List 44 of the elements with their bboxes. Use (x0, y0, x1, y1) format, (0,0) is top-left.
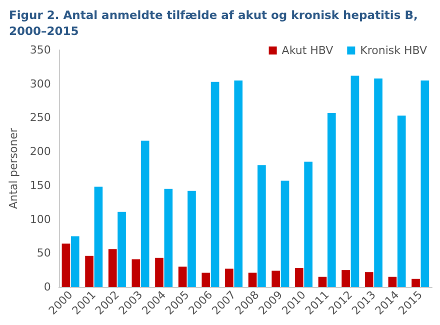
bar (420, 80, 430, 287)
y-tick-label: 250 (30, 111, 51, 124)
bar (388, 276, 397, 287)
bar (234, 80, 243, 287)
bar (350, 76, 360, 287)
bar (118, 212, 126, 287)
bar (327, 112, 336, 287)
y-tick-label: 100 (30, 212, 51, 226)
y-tick-label: 200 (30, 145, 51, 158)
bar (248, 272, 257, 287)
bar (295, 268, 304, 287)
y-tick-label: 0 (44, 280, 51, 294)
chart-title: Figur 2. Antal anmeldte tilfælde af akut og kronisk hepatitis B, 2000–2015 (9, 8, 418, 38)
legend-label: Kronisk HBV (360, 44, 428, 57)
y-tick-label: 150 (30, 178, 51, 192)
bar (132, 259, 140, 287)
bar (70, 236, 80, 287)
bar (318, 276, 327, 287)
bar (85, 256, 94, 287)
y-tick-label: 300 (30, 77, 51, 90)
bar (62, 244, 70, 287)
bar (164, 188, 173, 287)
bar (155, 258, 164, 287)
bar (94, 186, 103, 287)
bar (342, 270, 350, 287)
bar (178, 266, 187, 287)
bar (140, 140, 150, 287)
bar (412, 278, 420, 287)
bar (364, 272, 374, 287)
bar (280, 180, 290, 287)
bar (374, 78, 382, 287)
bar (202, 272, 210, 287)
legend-label: Akut HBV (282, 44, 334, 57)
y-axis-title: Antal personer (7, 127, 20, 210)
bar (108, 249, 117, 287)
bar (304, 162, 312, 287)
bar (225, 268, 234, 287)
y-tick-label: 350 (30, 44, 51, 56)
bar (272, 270, 280, 287)
bar (397, 116, 406, 287)
bar (210, 82, 220, 287)
y-tick-label: 50 (36, 246, 51, 260)
bar (188, 190, 196, 287)
bar (258, 165, 266, 287)
